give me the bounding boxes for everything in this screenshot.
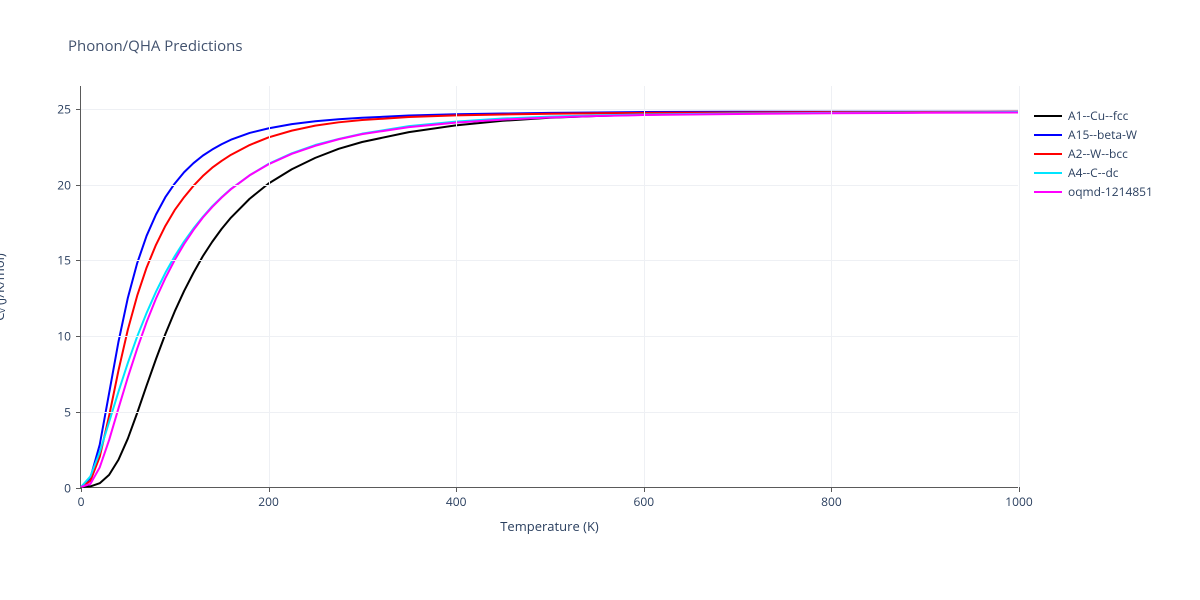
gridline-h [81,412,1018,413]
chart-container: { "chart": { "type": "line", "title": "P… [0,0,1200,600]
legend-item[interactable]: A1--Cu--fcc [1034,106,1153,125]
tick-x [269,487,270,492]
tick-label-y: 0 [64,480,71,497]
series-line[interactable] [81,112,1018,487]
y-axis-label: Cᵥ (J/K/mol) [0,253,8,321]
legend-swatch [1034,153,1062,155]
gridline-h [81,109,1018,110]
legend-item[interactable]: A15--beta-W [1034,125,1153,144]
tick-label-y: 25 [57,100,71,117]
chart-title: Phonon/QHA Predictions [68,36,243,56]
series-line[interactable] [81,112,1018,487]
legend: A1--Cu--fcc A15--beta-W A2--W--bcc A4--C--d… [1034,106,1153,201]
tick-x [456,487,457,492]
legend-swatch [1034,134,1062,136]
gridline-v [456,86,457,487]
legend-swatch [1034,172,1062,174]
tick-x [1019,487,1020,492]
tick-x [81,487,82,492]
tick-label-y: 20 [57,176,71,193]
tick-label-x: 0 [78,493,85,510]
series-layer [81,86,1018,487]
gridline-h [81,260,1018,261]
tick-label-x: 600 [634,493,655,510]
gridline-h [81,336,1018,337]
series-line[interactable] [81,112,1018,487]
tick-label-x: 400 [446,493,467,510]
series-line[interactable] [81,112,1018,487]
tick-label-y: 5 [64,404,71,421]
legend-label: A2--W--bcc [1068,145,1128,162]
tick-y [76,336,81,337]
gridline-h [81,185,1018,186]
tick-y [76,412,81,413]
tick-x [831,487,832,492]
legend-item[interactable]: A2--W--bcc [1034,144,1153,163]
legend-label: A1--Cu--fcc [1068,107,1128,124]
tick-label-y: 15 [57,252,71,269]
legend-label: A4--C--dc [1068,164,1119,181]
series-line[interactable] [81,112,1018,487]
x-axis-label: Temperature (K) [500,517,599,535]
tick-y [76,260,81,261]
legend-item[interactable]: A4--C--dc [1034,163,1153,182]
legend-label: oqmd-1214851 [1068,183,1153,200]
tick-x [644,487,645,492]
tick-y [76,185,81,186]
plot-area: 020040060080010000510152025Temperature (… [80,86,1018,488]
legend-item[interactable]: oqmd-1214851 [1034,182,1153,201]
legend-swatch [1034,191,1062,193]
tick-label-x: 1000 [1005,493,1032,510]
legend-label: A15--beta-W [1068,126,1137,143]
tick-y [76,488,81,489]
tick-y [76,109,81,110]
legend-swatch [1034,115,1062,117]
gridline-v [1019,86,1020,487]
gridline-v [269,86,270,487]
gridline-v [831,86,832,487]
tick-label-x: 800 [821,493,842,510]
tick-label-x: 200 [258,493,279,510]
gridline-v [644,86,645,487]
tick-label-y: 10 [57,328,71,345]
